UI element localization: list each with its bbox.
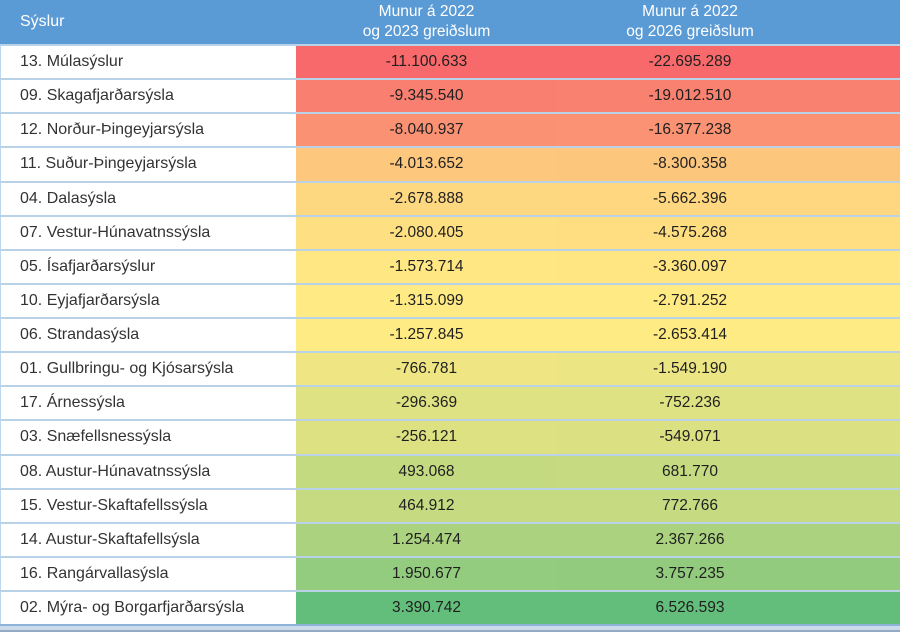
header-2023-line2: og 2023 greiðslum [362, 23, 491, 40]
county-name-cell: 06. Strandasýsla [0, 319, 296, 352]
county-name-cell: 13. Múlasýslur [0, 46, 296, 79]
header-cell-2026: Munur á 2022 og 2026 greiðslum [557, 0, 900, 44]
diff-2023-cell: -766.781 [296, 353, 557, 386]
diff-2023-cell: -4.013.652 [296, 148, 557, 181]
diff-2026-cell: 2.367.266 [557, 523, 900, 556]
county-name-cell: 02. Mýra- og Borgarfjarðarsýsla [0, 592, 296, 625]
table-row: 13. Múlasýslur -11.100.633 -22.695.289 [0, 44, 900, 79]
table-row: 11. Suður-Þingeyjarsýsla -4.013.652 -8.3… [0, 146, 900, 181]
diff-2023-cell: -2.678.888 [296, 182, 557, 215]
bottom-border-line-bottom [0, 630, 900, 632]
diff-2026-cell: 772.766 [557, 489, 900, 522]
table-row: 01. Gullbringu- og Kjósarsýsla -766.781 … [0, 351, 900, 386]
header-label-syslur: Sýslur [20, 13, 65, 30]
table-row: 03. Snæfellsnessýsla -256.121 -549.071 [0, 419, 900, 454]
diff-2026-cell: -1.549.190 [557, 353, 900, 386]
diff-2023-cell: -256.121 [296, 421, 557, 454]
table-row: 05. Ísafjarðarsýslur -1.573.714 -3.360.0… [0, 248, 900, 283]
county-name-cell: 04. Dalasýsla [0, 182, 296, 215]
table-row: 10. Eyjafjarðarsýsla -1.315.099 -2.791.2… [0, 282, 900, 317]
bottom-border-line-top [0, 624, 900, 626]
county-name-cell: 07. Vestur-Húnavatnssýsla [0, 216, 296, 249]
table-row: 07. Vestur-Húnavatnssýsla -2.080.405 -4.… [0, 214, 900, 249]
diff-2026-cell: -2.791.252 [557, 284, 900, 317]
diff-2023-cell: -9.345.540 [296, 80, 557, 113]
diff-2026-cell: 3.757.235 [557, 557, 900, 590]
diff-2023-cell: -1.573.714 [296, 250, 557, 283]
table-row: 15. Vestur-Skaftafellssýsla 464.912 772.… [0, 487, 900, 522]
diff-2023-cell: -11.100.633 [296, 46, 557, 79]
diff-2023-cell: -296.369 [296, 387, 557, 420]
header-2026-line1: Munur á 2022 [642, 3, 738, 20]
county-name-cell: 14. Austur-Skaftafellsýsla [0, 523, 296, 556]
diff-2026-cell: -8.300.358 [557, 148, 900, 181]
diff-2023-cell: -8.040.937 [296, 114, 557, 147]
header-2023-line1: Munur á 2022 [378, 3, 475, 20]
county-name-cell: 11. Suður-Þingeyjarsýsla [0, 148, 296, 181]
county-name-cell: 01. Gullbringu- og Kjósarsýsla [0, 353, 296, 386]
header-cell-2023: Munur á 2022 og 2023 greiðslum [296, 0, 557, 44]
table-bottom-border [0, 624, 900, 632]
diff-2023-cell: 1.950.677 [296, 557, 557, 590]
county-name-cell: 09. Skagafjarðarsýsla [0, 80, 296, 113]
county-name-cell: 12. Norður-Þingeyjarsýsla [0, 114, 296, 147]
diff-2023-cell: 3.390.742 [296, 592, 557, 625]
table-row: 09. Skagafjarðarsýsla -9.345.540 -19.012… [0, 78, 900, 113]
diff-2026-cell: -3.360.097 [557, 250, 900, 283]
diff-2023-cell: 1.254.474 [296, 523, 557, 556]
table-body: 13. Múlasýslur -11.100.633 -22.695.289 0… [0, 44, 900, 625]
header-2026-line2: og 2026 greiðslum [626, 23, 754, 40]
county-name-cell: 10. Eyjafjarðarsýsla [0, 284, 296, 317]
county-name-cell: 08. Austur-Húnavatnssýsla [0, 455, 296, 488]
table-row: 06. Strandasýsla -1.257.845 -2.653.414 [0, 317, 900, 352]
header-cell-syslur: Sýslur [0, 0, 296, 44]
county-name-cell: 05. Ísafjarðarsýslur [0, 250, 296, 283]
diff-2023-cell: -1.257.845 [296, 319, 557, 352]
diff-2026-cell: -5.662.396 [557, 182, 900, 215]
diff-2023-cell: 493.068 [296, 455, 557, 488]
table-row: 16. Rangárvallasýsla 1.950.677 3.757.235 [0, 555, 900, 590]
diff-2026-cell: 681.770 [557, 455, 900, 488]
county-name-cell: 16. Rangárvallasýsla [0, 557, 296, 590]
diff-2023-cell: 464.912 [296, 489, 557, 522]
table-row: 08. Austur-Húnavatnssýsla 493.068 681.77… [0, 453, 900, 488]
diff-2023-cell: -2.080.405 [296, 216, 557, 249]
county-name-cell: 03. Snæfellsnessýsla [0, 421, 296, 454]
diff-2026-cell: -752.236 [557, 387, 900, 420]
table-row: 04. Dalasýsla -2.678.888 -5.662.396 [0, 180, 900, 215]
diff-2026-cell: -19.012.510 [557, 80, 900, 113]
diff-2026-cell: 6.526.593 [557, 592, 900, 625]
diff-2026-cell: -549.071 [557, 421, 900, 454]
diff-2026-cell: -2.653.414 [557, 319, 900, 352]
table-row: 02. Mýra- og Borgarfjarðarsýsla 3.390.74… [0, 590, 900, 625]
diff-2026-cell: -16.377.238 [557, 114, 900, 147]
table-header-row: Sýslur Munur á 2022 og 2023 greiðslum Mu… [0, 0, 900, 44]
county-name-cell: 15. Vestur-Skaftafellssýsla [0, 489, 296, 522]
diff-2023-cell: -1.315.099 [296, 284, 557, 317]
table-row: 12. Norður-Þingeyjarsýsla -8.040.937 -16… [0, 112, 900, 147]
diff-2026-cell: -22.695.289 [557, 46, 900, 79]
bottom-border-fill [0, 626, 900, 630]
diff-2026-cell: -4.575.268 [557, 216, 900, 249]
county-name-cell: 17. Árnessýsla [0, 387, 296, 420]
table-row: 17. Árnessýsla -296.369 -752.236 [0, 385, 900, 420]
table-row: 14. Austur-Skaftafellsýsla 1.254.474 2.3… [0, 521, 900, 556]
